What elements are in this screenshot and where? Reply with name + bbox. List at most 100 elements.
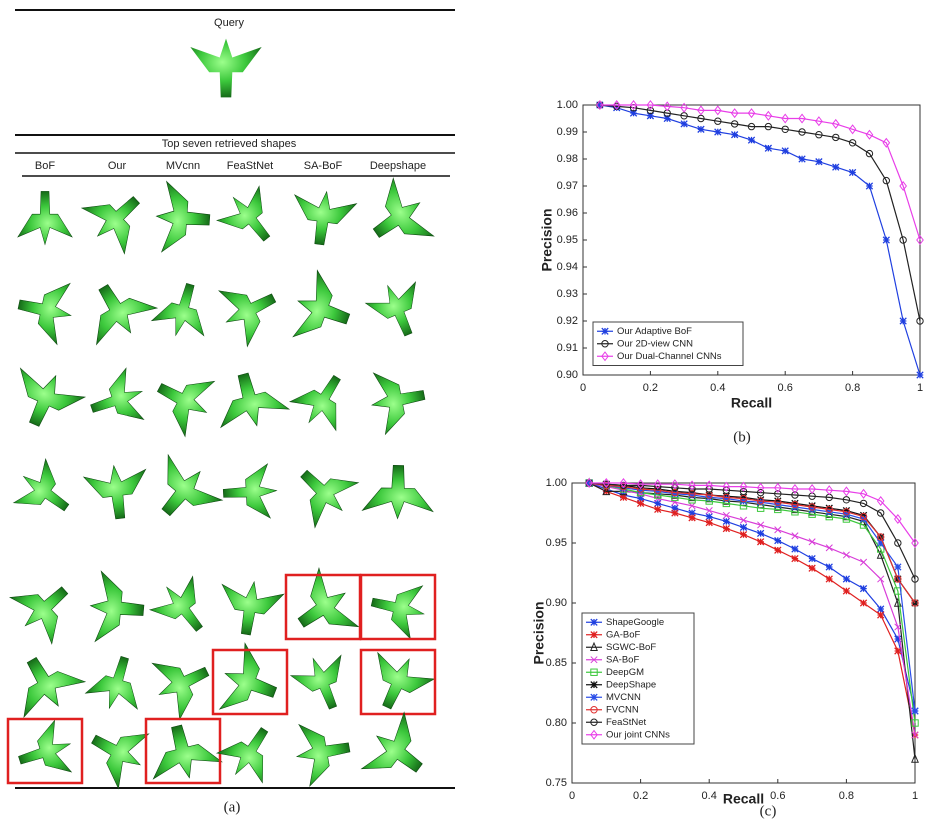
legend-label: SGWC-BoF bbox=[606, 642, 656, 653]
method-label: MVcnn bbox=[166, 160, 200, 172]
y-tick-label: 0.95 bbox=[546, 537, 567, 549]
marker bbox=[883, 237, 889, 243]
retrieved-shape bbox=[209, 365, 291, 435]
caption: (c) bbox=[760, 803, 777, 819]
y-tick-label: 0.95 bbox=[557, 234, 578, 246]
retrieved-shape bbox=[215, 577, 285, 639]
y-tick-label: 0.85 bbox=[546, 657, 567, 669]
y-tick-label: 0.98 bbox=[557, 153, 578, 165]
retrieved-shape bbox=[355, 708, 440, 796]
retrieved-label: Top seven retrieved shapes bbox=[162, 138, 297, 150]
x-tick-label: 0.2 bbox=[633, 790, 648, 802]
y-tick-label: 0.91 bbox=[557, 342, 578, 354]
marker bbox=[799, 156, 805, 162]
marker bbox=[689, 515, 695, 521]
retrieved-shape bbox=[12, 274, 77, 346]
retrieved-shape bbox=[83, 650, 151, 717]
x-tick-label: 0 bbox=[569, 790, 575, 802]
figure: Query Top seven retrieved shapes (a) BoF… bbox=[0, 0, 929, 824]
marker bbox=[860, 585, 866, 591]
legend-label: MVCNN bbox=[606, 692, 641, 703]
retrieved-shape bbox=[83, 462, 152, 522]
legend-label: GA-BoF bbox=[606, 629, 641, 640]
x-tick-label: 1 bbox=[917, 382, 923, 394]
y-tick-label: 1.00 bbox=[557, 99, 578, 111]
marker bbox=[917, 372, 923, 378]
marker bbox=[792, 555, 798, 561]
retrieved-shape bbox=[366, 364, 430, 436]
caption: (b) bbox=[733, 429, 751, 445]
marker bbox=[809, 565, 815, 571]
retrieved-shape bbox=[363, 275, 434, 345]
marker bbox=[775, 547, 781, 553]
retrieved-shape bbox=[356, 174, 440, 262]
legend-label: Our Adaptive BoF bbox=[617, 326, 692, 337]
x-tick-label: 0.4 bbox=[702, 790, 717, 802]
marker bbox=[655, 506, 661, 512]
x-axis-label: Recall bbox=[731, 395, 772, 411]
marker bbox=[681, 121, 687, 127]
retrieved-shape bbox=[76, 177, 158, 259]
marker bbox=[757, 539, 763, 545]
chart: 0.900.910.920.930.940.950.960.970.980.99… bbox=[539, 99, 923, 446]
marker bbox=[672, 510, 678, 516]
retrieved-shape bbox=[87, 570, 146, 645]
marker bbox=[849, 169, 855, 175]
retrieved-shape bbox=[358, 646, 437, 721]
legend-label: FVCNN bbox=[606, 704, 639, 715]
retrieved-shape bbox=[213, 715, 288, 789]
marker bbox=[895, 648, 901, 654]
x-tick-label: 0.6 bbox=[778, 382, 793, 394]
y-tick-label: 0.92 bbox=[557, 315, 578, 327]
marker bbox=[775, 537, 781, 543]
method-label: BoF bbox=[35, 160, 55, 172]
method-label: Our bbox=[108, 160, 127, 172]
marker bbox=[637, 500, 643, 506]
y-tick-label: 0.93 bbox=[557, 288, 578, 300]
y-tick-label: 0.96 bbox=[557, 207, 578, 219]
retrieved-shape bbox=[286, 268, 360, 353]
retrieved-shape bbox=[11, 718, 78, 786]
query-shape bbox=[190, 39, 261, 98]
legend-label: SA-BoF bbox=[606, 654, 639, 665]
retrieved-shape bbox=[288, 648, 358, 718]
retrieved-shape bbox=[288, 187, 357, 248]
legend-marker bbox=[591, 694, 597, 700]
legend-label: ShapeGoogle bbox=[606, 617, 664, 628]
retrieved-shape bbox=[291, 717, 354, 788]
y-axis-label: Precision bbox=[539, 208, 555, 271]
legend-label: Our 2D-view CNN bbox=[617, 338, 693, 349]
retrieved-shape bbox=[139, 449, 227, 535]
x-tick-label: 0.4 bbox=[710, 382, 725, 394]
marker bbox=[866, 183, 872, 189]
retrieved-shape bbox=[18, 191, 72, 244]
marker bbox=[843, 588, 849, 594]
retrieved-shape bbox=[1, 642, 89, 723]
legend-label: Our Dual-Channel CNNs bbox=[617, 351, 722, 362]
retrieved-shape bbox=[142, 718, 223, 787]
y-tick-label: 0.80 bbox=[546, 717, 567, 729]
retrieved-shape bbox=[145, 360, 221, 440]
retrieved-shape bbox=[83, 366, 151, 435]
x-tick-label: 0.8 bbox=[839, 790, 854, 802]
marker bbox=[878, 612, 884, 618]
x-tick-label: 0 bbox=[580, 382, 586, 394]
y-tick-label: 0.97 bbox=[557, 180, 578, 192]
y-tick-label: 0.75 bbox=[546, 777, 567, 789]
retrieved-shape bbox=[362, 465, 434, 519]
marker bbox=[748, 137, 754, 143]
retrieved-shape bbox=[212, 270, 288, 350]
legend-label: Our joint CNNs bbox=[606, 729, 670, 740]
retrieved-shape bbox=[73, 269, 161, 351]
marker bbox=[792, 546, 798, 552]
marker bbox=[809, 555, 815, 561]
marker bbox=[912, 708, 918, 714]
method-label: Deepshape bbox=[370, 160, 426, 172]
marker bbox=[715, 129, 721, 135]
marker bbox=[757, 530, 763, 536]
marker bbox=[723, 518, 729, 524]
retrieved-shape bbox=[212, 180, 288, 256]
y-axis-label: Precision bbox=[531, 601, 547, 664]
marker bbox=[782, 148, 788, 154]
query-label: Query bbox=[214, 17, 244, 29]
